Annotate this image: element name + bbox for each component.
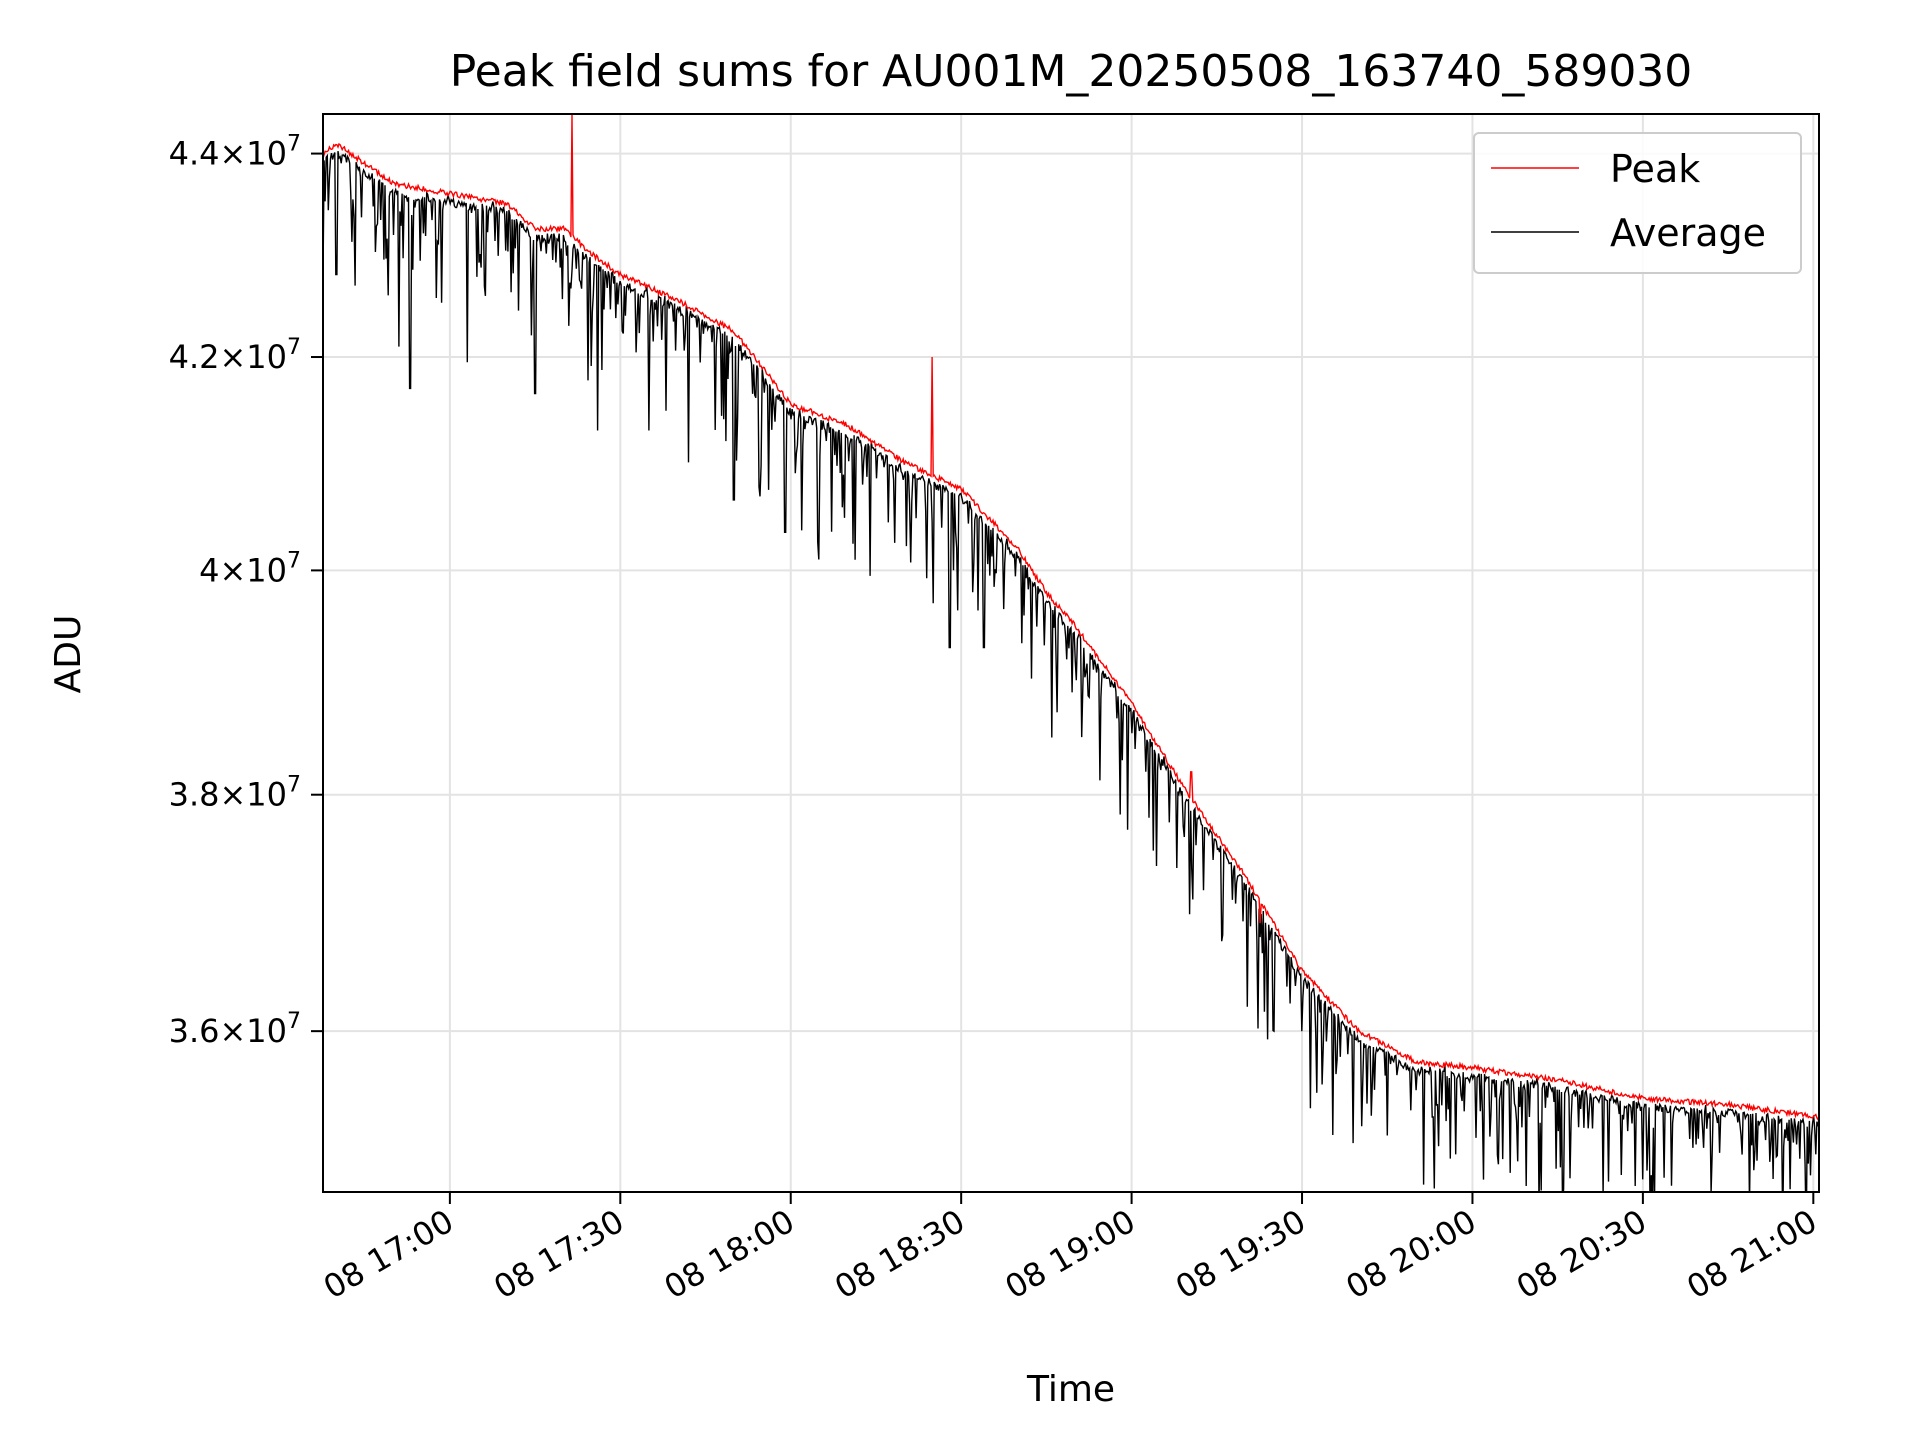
series-layer [323, 114, 1819, 1192]
y-tick-label: 4×107 [199, 548, 301, 589]
y-tick-label: 3.6×107 [169, 1009, 301, 1050]
y-tick-mantissa: 4×10 [199, 551, 287, 589]
grid [323, 114, 1819, 1192]
chart-title: Peak field sums for AU001M_20250508_1637… [450, 46, 1693, 97]
y-tick-exponent: 7 [287, 335, 301, 360]
y-tick-label: 3.8×107 [169, 773, 301, 814]
y-tick-label: 4.2×107 [169, 335, 301, 376]
y-tick-exponent: 7 [287, 548, 301, 573]
y-tick-mantissa: 3.8×10 [169, 776, 287, 814]
y-axis-title: ADU [48, 615, 89, 694]
y-tick-exponent: 7 [287, 132, 301, 157]
legend-label-peak: Peak [1610, 147, 1700, 191]
y-tick-mantissa: 4.2×10 [169, 338, 287, 376]
y-tick-exponent: 7 [287, 1009, 301, 1034]
y-tick-exponent: 7 [287, 773, 301, 798]
y-tick-mantissa: 3.6×10 [169, 1012, 287, 1050]
y-tick-mantissa: 4.4×10 [169, 135, 287, 173]
series-average-line [323, 150, 1819, 1192]
plot-frame [322, 113, 1820, 1193]
series-peak-line [323, 114, 1819, 1121]
legend-label-average: Average [1610, 211, 1766, 255]
x-axis-title: Time [1026, 1369, 1115, 1410]
y-tick-label: 4.4×107 [169, 132, 301, 173]
legend: Peak Average [1473, 132, 1802, 274]
